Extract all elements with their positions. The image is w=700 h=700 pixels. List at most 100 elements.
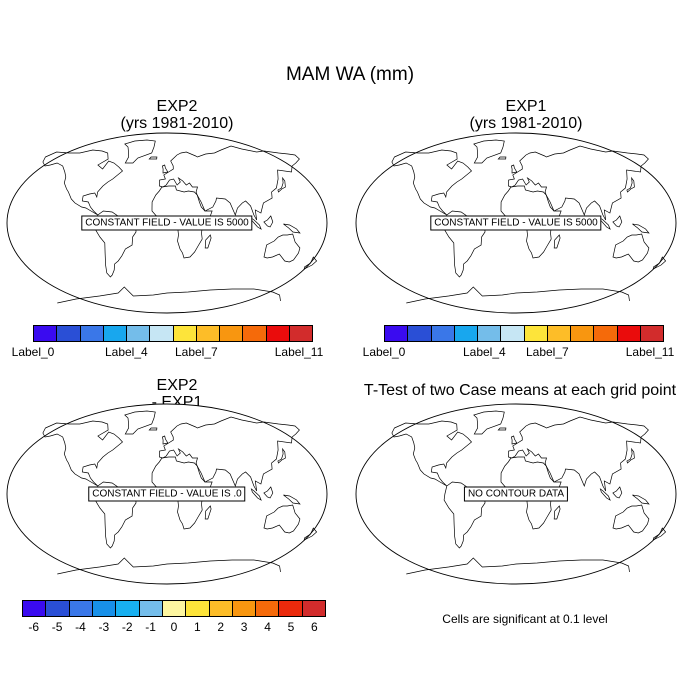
- coastline-britain: [510, 435, 518, 445]
- panel-1-title-line1: EXP2: [156, 98, 198, 115]
- coastline-britain: [510, 164, 518, 174]
- coastline-north-america: [42, 420, 124, 487]
- colorbar-cell: [116, 601, 140, 616]
- colorbar-cell: [571, 326, 595, 341]
- coastline-japan: [626, 176, 635, 193]
- colorbar-label: -3: [98, 620, 110, 634]
- coastline-eurasia: [508, 145, 649, 221]
- colorbar-cell: [173, 326, 197, 341]
- colorbar-cell: [594, 326, 618, 341]
- coastline-borneo: [612, 486, 623, 499]
- coastline-britain: [161, 435, 169, 445]
- colorbar-cell: [385, 326, 409, 341]
- colorbar-label: Label_0: [11, 345, 55, 359]
- colorbar-cell: [302, 601, 326, 616]
- coastline-australia: [612, 233, 650, 263]
- map-panel-exp1: CONSTANT FIELD - VALUE IS 5000: [355, 132, 677, 314]
- colorbar-label: Label_11: [274, 345, 324, 359]
- coastline-antarctica: [57, 286, 281, 304]
- coastline-iceland: [497, 427, 507, 431]
- colorbar-cell: [23, 601, 47, 616]
- colorbar-label: -1: [145, 620, 156, 634]
- colorbar-label: Label_11: [625, 345, 675, 359]
- coastline-antarctica: [406, 286, 630, 304]
- coastline-borneo: [612, 215, 623, 228]
- coastline-new-guinea: [632, 223, 650, 234]
- colorbar-label: Label_7: [174, 345, 218, 359]
- colorbar-label: -5: [51, 620, 63, 634]
- coastline-new-guinea: [632, 494, 650, 505]
- panel-2-title-line2: (yrs 1981-2010): [469, 115, 583, 132]
- coastline-madagascar: [204, 234, 212, 249]
- colorbar-label: Label_4: [462, 345, 506, 359]
- colorbar-exp1: [384, 325, 664, 342]
- coastline-australia: [263, 504, 301, 534]
- colorbar-difference: [22, 600, 326, 617]
- colorbar-label: 2: [217, 620, 225, 634]
- panel-2-title-line1: EXP1: [505, 98, 547, 115]
- colorbar-label: 0: [170, 620, 178, 634]
- coastline-greenland: [473, 139, 505, 164]
- colorbar-cell: [501, 326, 525, 341]
- colorbar-cell: [408, 326, 432, 341]
- colorbar-label: 3: [240, 620, 248, 634]
- coastline-sumatra: [599, 488, 611, 501]
- coastline-borneo: [263, 486, 274, 499]
- coastline-madagascar: [553, 234, 561, 249]
- coastline-new-zealand: [652, 256, 667, 270]
- colorbar-label: -6: [28, 620, 40, 634]
- colorbar-cell: [617, 326, 641, 341]
- panel-3-title-line1: EXP2: [156, 377, 198, 394]
- colorbar-cell: [524, 326, 548, 341]
- colorbar-cell: [57, 326, 81, 341]
- constant-field-label: CONSTANT FIELD - VALUE IS .0: [88, 486, 246, 502]
- coastline-north-america: [391, 420, 473, 487]
- coastline-sumatra: [250, 488, 262, 501]
- colorbar-label: 4: [264, 620, 271, 634]
- constant-field-label: CONSTANT FIELD - VALUE IS 5000: [430, 215, 602, 231]
- colorbar-label: -2: [121, 620, 133, 634]
- colorbar-cell: [547, 326, 571, 341]
- colorbar-label: 1: [194, 620, 201, 634]
- colorbar-cell: [289, 326, 312, 341]
- colorbar-cell: [196, 326, 220, 341]
- colorbar-label: 5: [287, 620, 295, 634]
- colorbar-cell: [186, 601, 210, 616]
- coastline-australia: [263, 233, 301, 263]
- colorbar-cell: [478, 326, 502, 341]
- coastline-madagascar: [204, 505, 212, 520]
- coastline-new-zealand: [303, 256, 318, 270]
- coastline-antarctica: [57, 557, 281, 575]
- colorbar-label: 6: [310, 620, 318, 634]
- map-panel-exp2: CONSTANT FIELD - VALUE IS 5000: [6, 132, 328, 314]
- colorbar-cell: [243, 326, 267, 341]
- coastline-greenland: [124, 139, 156, 164]
- panel-4-title: T-Test of two Case means at each grid po…: [363, 382, 677, 399]
- coastline-new-zealand: [303, 527, 318, 541]
- map-panel-difference: CONSTANT FIELD - VALUE IS .0: [6, 403, 328, 585]
- colorbar-cell: [46, 601, 70, 616]
- colorbar-label: Label_7: [525, 345, 569, 359]
- colorbar-cell: [431, 326, 455, 341]
- colorbar-label: Label_0: [362, 345, 406, 359]
- coastline-eurasia: [159, 145, 300, 221]
- colorbar-cell: [256, 601, 280, 616]
- coastline-eurasia: [159, 416, 300, 492]
- constant-field-label: CONSTANT FIELD - VALUE IS 5000: [81, 215, 253, 231]
- panel-1-title: EXP2 (yrs 1981-2010): [27, 98, 327, 132]
- coastline-australia: [612, 504, 650, 534]
- coastline-greenland: [124, 410, 156, 435]
- coastline-new-guinea: [283, 223, 301, 234]
- figure-title: MAM WA (mm): [285, 64, 415, 85]
- colorbar-cell: [150, 326, 174, 341]
- significance-note: Cells are significant at 0.1 level: [442, 612, 608, 626]
- colorbar-cell: [220, 326, 244, 341]
- colorbar-cell: [139, 601, 163, 616]
- colorbar-cell: [103, 326, 127, 341]
- colorbar-exp2: [33, 325, 313, 342]
- colorbar-cell: [454, 326, 478, 341]
- coastline-eurasia: [508, 416, 649, 492]
- no-contour-label: NO CONTOUR DATA: [463, 486, 569, 502]
- colorbar-cell: [232, 601, 257, 616]
- colorbar-label: -4: [75, 620, 86, 634]
